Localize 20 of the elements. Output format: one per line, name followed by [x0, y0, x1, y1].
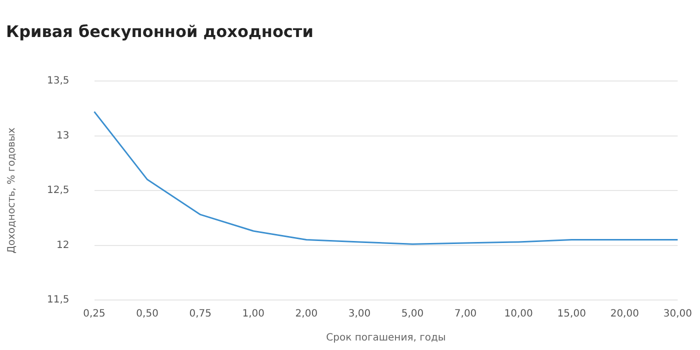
y-tick-label: 13: [56, 130, 70, 142]
y-axis-title: Доходность, % годовых: [6, 127, 18, 254]
y-tick-label: 12: [56, 240, 70, 251]
x-tick-label: 20,00: [610, 308, 639, 320]
chart-title: Кривая бескупонной доходности: [6, 22, 314, 41]
x-tick-label: 1,00: [242, 308, 265, 320]
y-tick-label: 13,5: [47, 76, 70, 87]
x-tick-label: 30,00: [663, 308, 692, 320]
y-tick-label: 11,5: [47, 294, 70, 306]
x-tick-label: 0,25: [83, 308, 106, 320]
x-tick-label: 0,75: [189, 308, 212, 320]
x-tick-label: 10,00: [504, 308, 533, 320]
x-tick-label: 2,00: [295, 308, 318, 320]
x-tick-label: 15,00: [557, 308, 586, 320]
x-tick-label: 5,00: [401, 308, 424, 320]
x-tick-label: 0,50: [136, 308, 158, 320]
y-tick-label: 12,5: [47, 185, 70, 196]
x-tick-label: 7,00: [454, 308, 477, 320]
x-axis-title: Срок погашения, годы: [326, 332, 446, 344]
x-tick-label: 3,00: [348, 308, 371, 320]
